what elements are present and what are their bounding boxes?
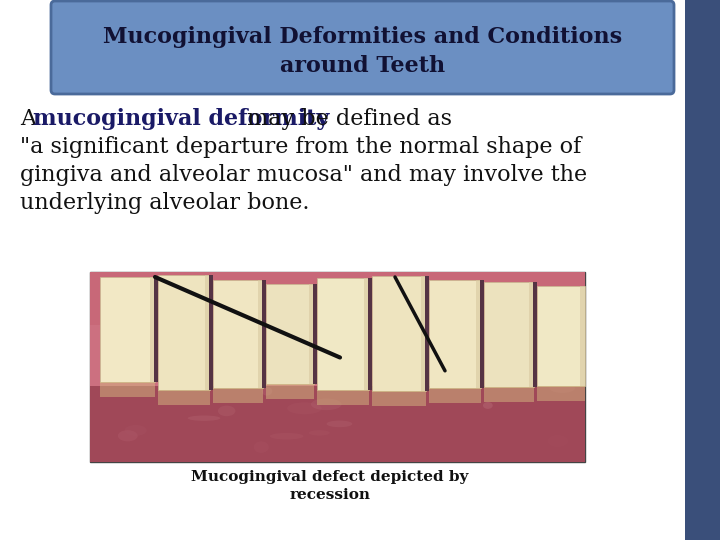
Bar xyxy=(266,384,314,399)
Ellipse shape xyxy=(311,399,341,410)
Bar xyxy=(317,278,369,390)
Bar xyxy=(262,280,266,388)
Ellipse shape xyxy=(188,415,220,421)
Ellipse shape xyxy=(125,425,147,436)
Ellipse shape xyxy=(261,387,272,396)
Bar xyxy=(484,387,534,402)
Bar xyxy=(213,280,263,388)
Bar xyxy=(205,275,210,390)
Bar xyxy=(90,272,585,339)
Bar xyxy=(429,280,481,388)
Bar xyxy=(309,284,314,384)
Ellipse shape xyxy=(270,433,303,440)
Bar xyxy=(372,276,426,391)
Bar xyxy=(537,386,585,401)
Bar xyxy=(425,276,429,391)
Text: underlying alveolar bone.: underlying alveolar bone. xyxy=(20,192,310,214)
Ellipse shape xyxy=(309,430,330,436)
Bar xyxy=(364,278,369,390)
Text: A: A xyxy=(20,108,43,130)
Bar xyxy=(209,275,213,390)
Bar xyxy=(158,275,210,390)
Bar xyxy=(429,388,481,403)
Ellipse shape xyxy=(547,435,568,447)
Bar xyxy=(476,280,481,388)
Ellipse shape xyxy=(118,430,138,441)
Bar xyxy=(150,277,155,382)
Bar xyxy=(213,388,263,403)
Ellipse shape xyxy=(211,381,230,385)
Ellipse shape xyxy=(549,383,575,393)
Ellipse shape xyxy=(218,406,235,416)
FancyBboxPatch shape xyxy=(51,1,674,94)
Text: Mucogingival defect depicted by: Mucogingival defect depicted by xyxy=(192,470,469,484)
Text: may be defined as: may be defined as xyxy=(240,108,452,130)
Bar xyxy=(484,282,534,387)
Bar xyxy=(154,277,158,382)
Bar xyxy=(372,391,426,406)
Bar xyxy=(421,276,426,391)
Bar xyxy=(90,325,585,386)
Ellipse shape xyxy=(253,441,269,453)
Bar xyxy=(685,0,720,540)
Bar xyxy=(313,284,317,384)
Bar xyxy=(100,382,155,397)
Bar xyxy=(100,277,155,382)
Ellipse shape xyxy=(483,402,492,409)
Text: gingiva and alveolar mucosa" and may involve the: gingiva and alveolar mucosa" and may inv… xyxy=(20,164,587,186)
Bar xyxy=(480,280,484,388)
Bar xyxy=(533,282,537,387)
Bar xyxy=(580,286,585,386)
Ellipse shape xyxy=(287,402,322,414)
Bar xyxy=(529,282,534,387)
Bar xyxy=(90,272,585,462)
Text: Mucogingival Deformities and Conditions: Mucogingival Deformities and Conditions xyxy=(103,26,622,48)
Text: recession: recession xyxy=(289,488,371,502)
Bar xyxy=(158,390,210,405)
Text: mucogingival deformity: mucogingival deformity xyxy=(33,108,329,130)
Bar xyxy=(537,286,585,386)
Ellipse shape xyxy=(327,421,352,427)
Bar xyxy=(317,390,369,405)
Text: "a significant departure from the normal shape of: "a significant departure from the normal… xyxy=(20,136,581,158)
Bar xyxy=(266,284,314,384)
Bar xyxy=(258,280,263,388)
Text: around Teeth: around Teeth xyxy=(280,55,445,77)
Bar xyxy=(368,278,372,390)
Bar xyxy=(90,382,585,462)
